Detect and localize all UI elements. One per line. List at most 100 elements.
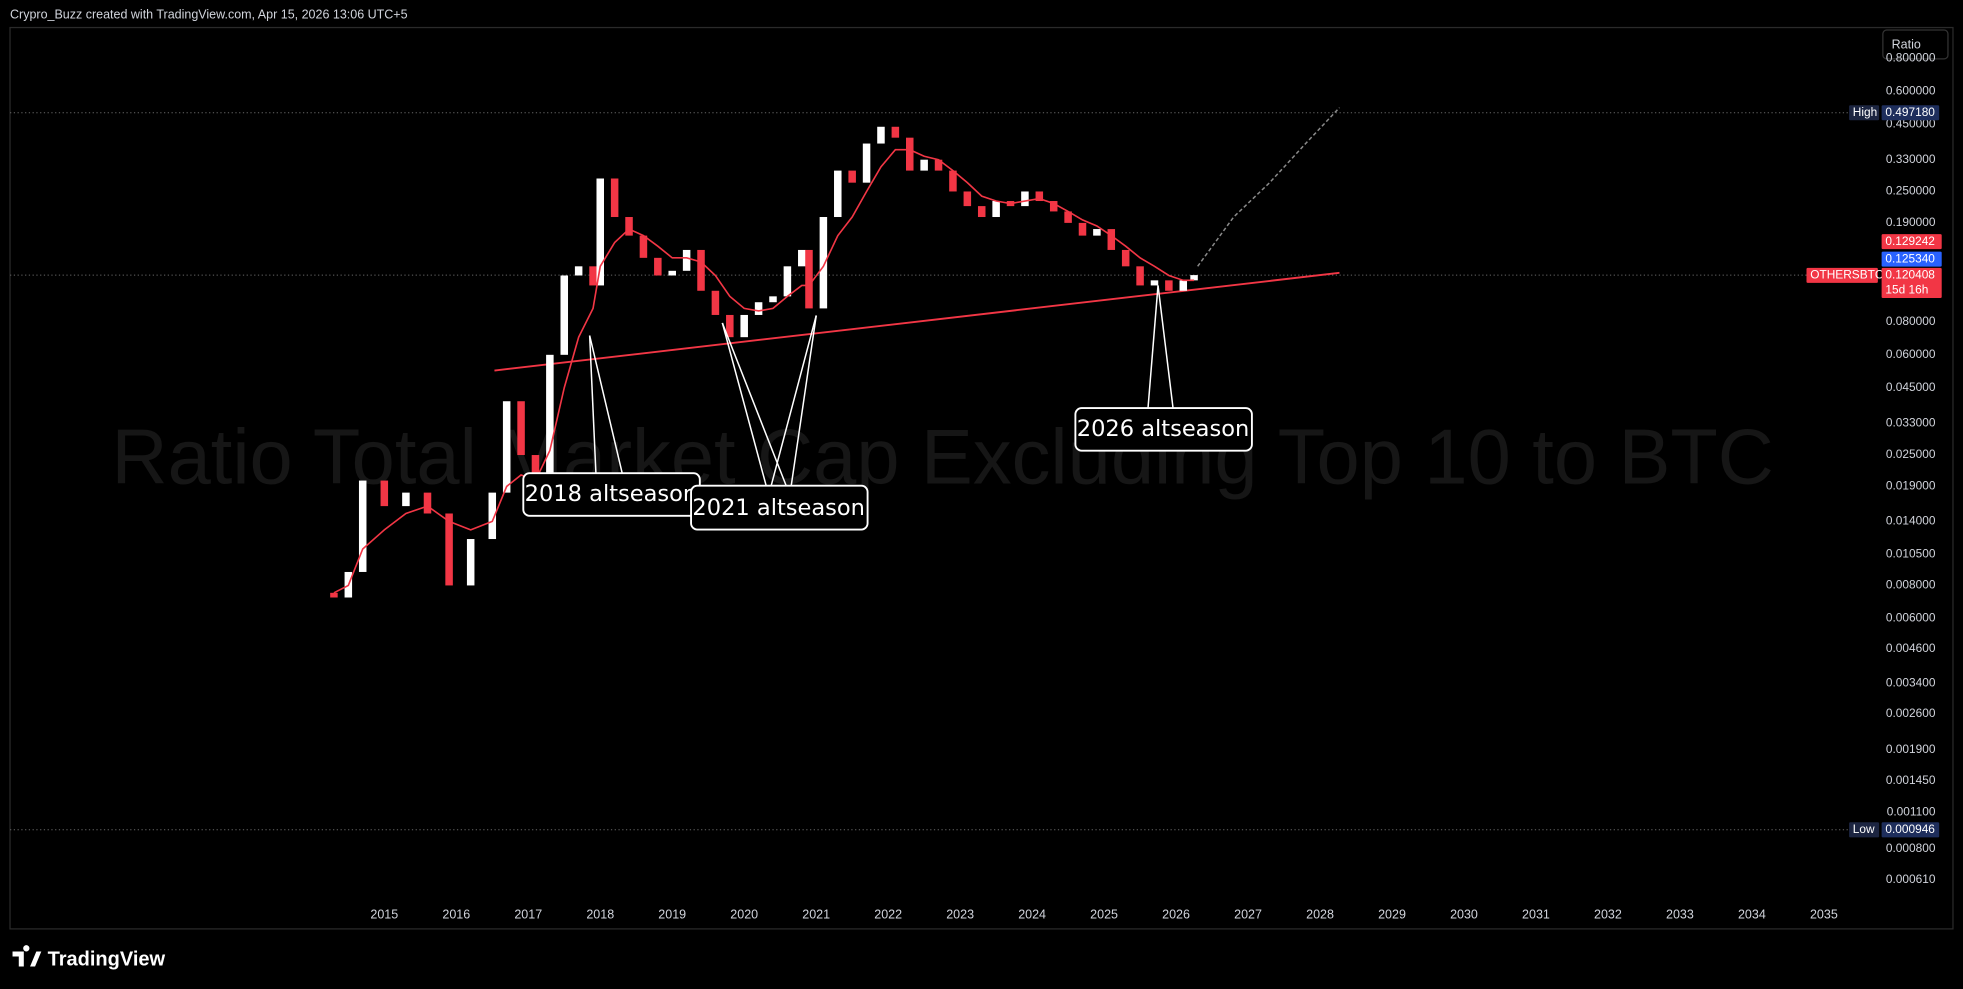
candle-body	[668, 270, 676, 276]
x-tick-label: 2027	[1234, 907, 1262, 921]
y-tick-label: 0.010500	[1886, 546, 1936, 560]
x-tick-label: 2024	[1018, 907, 1046, 921]
x-tick-label: 2035	[1810, 907, 1838, 921]
candle-body	[963, 191, 972, 207]
y-tick-label: 0.001900	[1886, 742, 1936, 756]
last-symbol: OTHERSBTC	[1810, 268, 1884, 282]
candle-body	[848, 170, 856, 183]
high-price: 0.497180	[1885, 105, 1935, 119]
y-tick-label: 0.004600	[1886, 641, 1936, 655]
candle-body	[682, 249, 691, 271]
annotation-2021: 2021 altseason	[690, 315, 869, 531]
low-name: Low	[1853, 822, 1875, 836]
y-tick-label: 0.600000	[1886, 83, 1936, 97]
candle-body	[805, 249, 813, 309]
candle-body	[754, 302, 763, 315]
marker-price-box	[1881, 251, 1942, 267]
projection	[1197, 107, 1341, 267]
candle-body	[977, 206, 986, 218]
brand: TradingView	[48, 949, 166, 971]
watermark: Ratio Total Market Cap Excluding Top 10 …	[112, 415, 1774, 501]
candle-body	[862, 143, 871, 183]
annotation-text: 2021 altseason	[692, 495, 865, 521]
candle-body	[502, 401, 511, 493]
x-tick-label: 2023	[946, 907, 974, 921]
annotation-text: 2018 altseason	[525, 481, 697, 507]
x-tick-label: 2032	[1594, 907, 1622, 921]
candle-body	[1021, 191, 1029, 207]
marker-price: 0.125340	[1885, 251, 1935, 265]
candle-body	[798, 249, 806, 267]
low-price: 0.000946	[1885, 822, 1935, 836]
candle-body	[1121, 249, 1130, 267]
pointer	[1157, 285, 1174, 409]
candle-body	[934, 159, 943, 171]
low-name-box	[1849, 822, 1880, 838]
scale-button[interactable]: Ratio	[1882, 29, 1949, 60]
candle-body	[654, 257, 662, 276]
x-tick-label: 2028	[1306, 907, 1334, 921]
candle-body	[596, 178, 605, 286]
candle-body	[1136, 266, 1144, 286]
footer: TradingView	[12, 945, 166, 971]
candle-body	[546, 354, 554, 493]
candle-body	[711, 290, 720, 315]
candle-body	[905, 137, 914, 171]
high-name: High	[1853, 105, 1877, 119]
candle-body	[1165, 280, 1173, 291]
high-name-box	[1849, 105, 1880, 121]
candle-body	[1035, 191, 1044, 202]
y-tick-label: 0.250000	[1886, 184, 1936, 198]
candle-body	[769, 296, 777, 303]
button-label[interactable]: Ratio	[1892, 37, 1921, 51]
header-text: Crypro_Buzz created with TradingView.com…	[10, 7, 408, 21]
x-tick-label: 2020	[730, 907, 758, 921]
high-price-box	[1881, 105, 1940, 121]
y-tick-label: 0.002600	[1886, 706, 1936, 720]
candle-body	[639, 235, 648, 258]
candle-body	[1107, 229, 1116, 250]
x-tick-label: 2016	[442, 907, 470, 921]
pointer	[790, 315, 817, 486]
candle-body	[423, 492, 432, 514]
price-axis: 2015 2016 2017 2018 2019 2020 2021 2022 2023 2024…	[370, 50, 1942, 921]
y-tick-label: 0.033000	[1886, 415, 1936, 429]
x-tick-label: 2033	[1666, 907, 1694, 921]
candle-body	[891, 126, 900, 138]
pointer	[721, 322, 787, 487]
marker-price-box	[1881, 234, 1942, 250]
pointer	[588, 335, 597, 474]
candle-body	[1049, 201, 1058, 212]
x-tick-label: 2034	[1738, 907, 1766, 921]
candle-body	[783, 266, 792, 297]
button-frame[interactable]	[1882, 29, 1949, 60]
annotation-2018: 2018 altseason	[522, 335, 701, 517]
y-tick-label: 0.060000	[1886, 347, 1936, 361]
candle-body	[610, 178, 619, 218]
annotation-2026: 2026 altseason	[1074, 285, 1253, 452]
candle-body	[920, 159, 928, 171]
candle-body	[517, 401, 525, 456]
countdown: 15d 16h	[1885, 283, 1928, 297]
annotation-box	[690, 484, 869, 531]
low-price-box	[1881, 822, 1940, 838]
x-tick-label: 2029	[1378, 907, 1406, 921]
x-tick-label: 2019	[658, 907, 686, 921]
x-tick-label: 2022	[874, 907, 902, 921]
last-symbol-box	[1806, 267, 1878, 283]
y-tick-label: 0.330000	[1886, 152, 1936, 166]
y-tick-label: 0.014000	[1886, 514, 1936, 528]
annotation-box	[1074, 407, 1253, 452]
x-tick-label: 2017	[514, 907, 542, 921]
y-tick-label: 0.080000	[1886, 314, 1936, 328]
x-tick-label: 2025	[1090, 907, 1118, 921]
x-tick-label: 2026	[1162, 907, 1190, 921]
plot	[10, 107, 1878, 831]
x-tick-label: 2021	[802, 907, 830, 921]
candle-body	[819, 217, 828, 309]
candle-body	[697, 249, 705, 291]
y-tick-label: 0.003400	[1886, 676, 1936, 690]
candle-body	[877, 126, 885, 144]
candle-body	[1078, 222, 1087, 236]
